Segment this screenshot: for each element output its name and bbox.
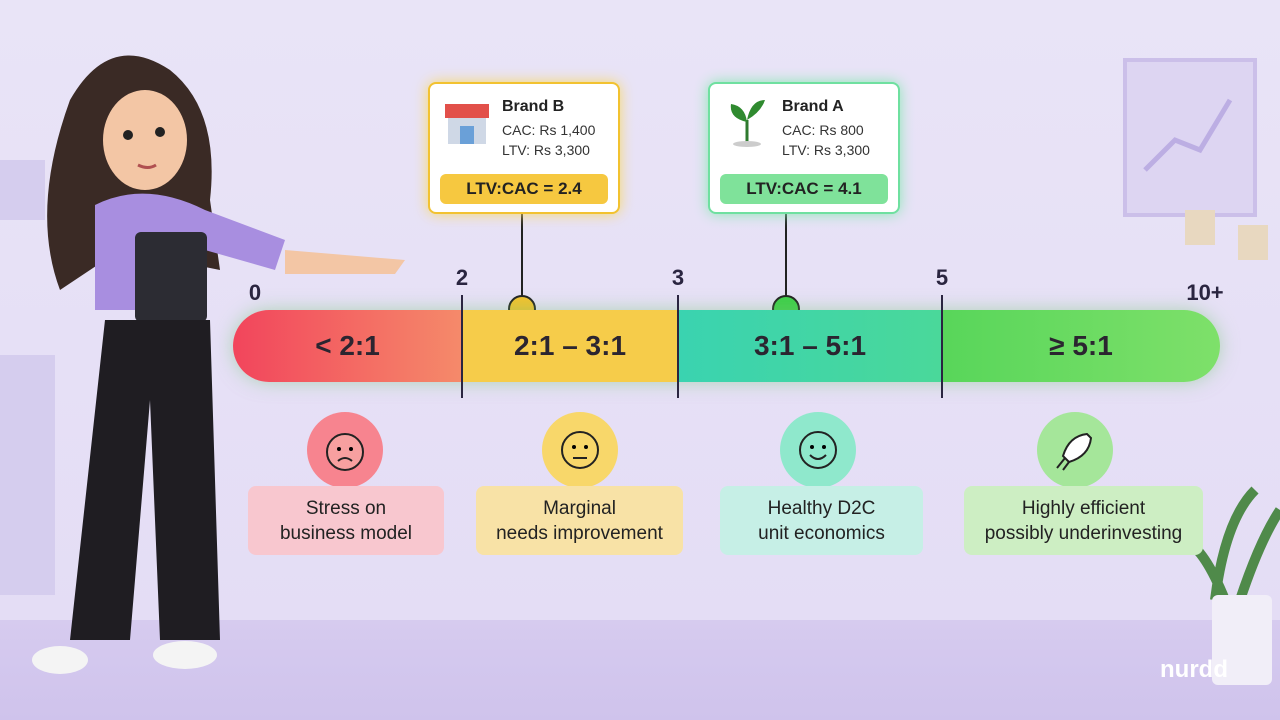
brand-cac: CAC: Rs 800 — [782, 122, 864, 138]
neutral-icon — [542, 412, 618, 488]
divider — [461, 295, 463, 398]
description-line: Healthy D2C — [767, 497, 876, 519]
description: Healthy D2C unit economics — [720, 486, 923, 555]
description: Highly efficient possibly underinvesting — [964, 486, 1203, 555]
segment: ≥ 5:1 — [942, 310, 1220, 382]
store-icon — [445, 104, 489, 144]
segment: 2:1 – 3:1 — [462, 310, 678, 382]
brand-ltv: LTV: Rs 3,300 — [782, 142, 870, 158]
description-line: Marginal — [543, 497, 616, 519]
tick-label: 5 — [935, 265, 949, 290]
tick-label: 2 — [455, 265, 469, 290]
brand-ltv: LTV: Rs 3,300 — [502, 142, 590, 158]
brand-card: Brand A CAC: Rs 800 LTV: Rs 3,300 LTV:CA… — [708, 82, 900, 214]
brand-cac: CAC: Rs 1,400 — [502, 122, 596, 138]
divider — [941, 295, 943, 398]
description-line: needs improvement — [496, 522, 663, 544]
description: Marginal needs improvement — [476, 486, 683, 555]
smile-icon — [780, 412, 856, 488]
brand-card: Brand B CAC: Rs 1,400 LTV: Rs 3,300 LTV:… — [428, 82, 620, 214]
description-line: Stress on — [305, 497, 387, 519]
brand-name: Brand A — [782, 98, 844, 115]
rocket-icon — [1037, 412, 1113, 488]
brand-name: Brand B — [502, 98, 565, 115]
brand-ratio: LTV:CAC = 4.1 — [720, 174, 888, 204]
segment: 3:1 – 5:1 — [678, 310, 942, 382]
plant-icon — [730, 100, 765, 147]
description-line: unit economics — [758, 522, 885, 544]
description-line: possibly underinvesting — [984, 522, 1183, 544]
divider — [677, 295, 679, 398]
tick-label: 0 — [248, 280, 262, 305]
description-line: Highly efficient — [1021, 497, 1146, 519]
logo: nurdd — [1160, 656, 1228, 683]
tick-label: 3 — [671, 265, 685, 290]
tick-label: 10+ — [1186, 280, 1224, 305]
description-line: business model — [279, 522, 413, 544]
brand-ratio: LTV:CAC = 2.4 — [440, 174, 608, 204]
segment: < 2:1 — [233, 310, 462, 382]
description: Stress on business model — [248, 486, 444, 555]
stress-icon — [307, 412, 383, 488]
